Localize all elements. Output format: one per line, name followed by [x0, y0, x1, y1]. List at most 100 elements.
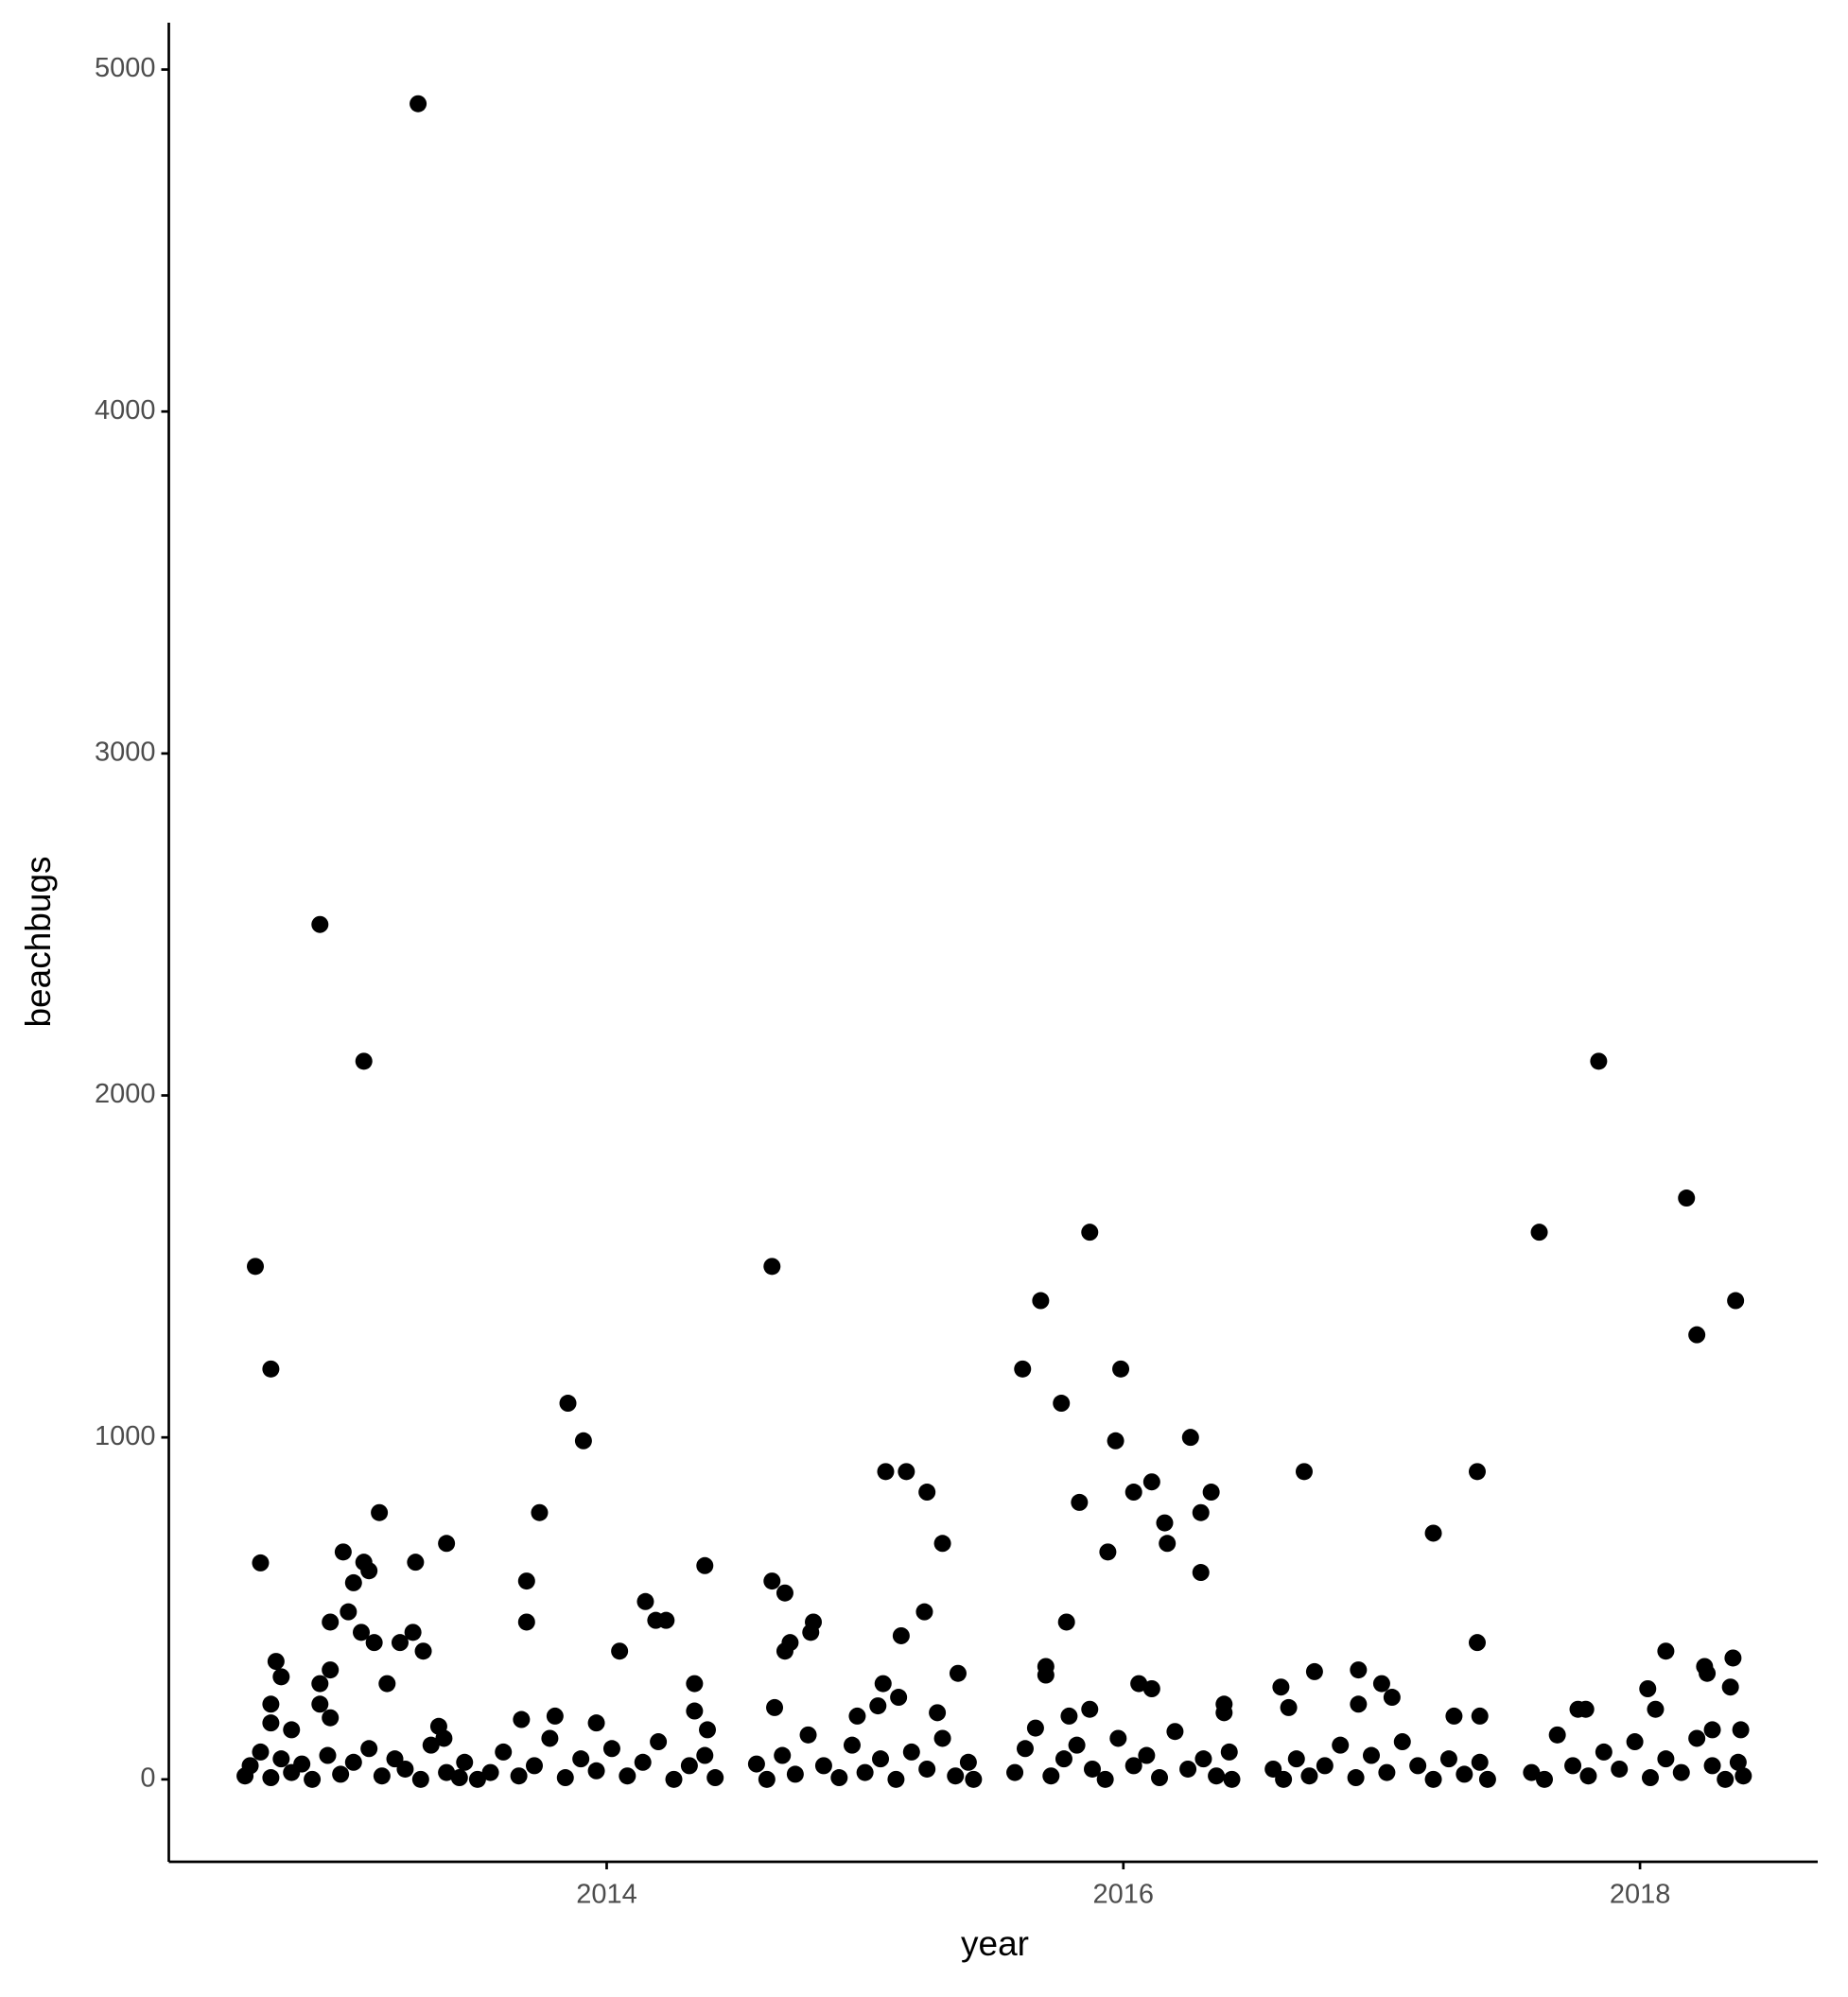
point	[619, 1767, 636, 1785]
point	[1688, 1326, 1706, 1344]
point	[872, 1750, 890, 1768]
point	[814, 1757, 832, 1775]
point	[1372, 1675, 1390, 1693]
point	[786, 1765, 804, 1783]
point	[1124, 1757, 1142, 1775]
x-tick-label: 2016	[1093, 1880, 1155, 1910]
point	[438, 1535, 456, 1553]
point	[1300, 1767, 1318, 1785]
point	[1316, 1757, 1334, 1775]
point	[1142, 1473, 1160, 1491]
point	[1721, 1678, 1739, 1696]
point	[311, 915, 329, 933]
point	[319, 1746, 337, 1764]
point	[1042, 1767, 1060, 1785]
point	[1138, 1746, 1156, 1764]
point	[332, 1765, 350, 1783]
point	[933, 1535, 951, 1553]
point	[1179, 1760, 1197, 1778]
point	[1579, 1767, 1597, 1785]
point	[965, 1770, 983, 1788]
y-tick-label: 5000	[95, 53, 156, 83]
point	[252, 1743, 270, 1761]
point	[513, 1710, 531, 1728]
point	[1071, 1493, 1089, 1511]
point	[386, 1750, 404, 1768]
point	[1220, 1743, 1238, 1761]
point	[1272, 1678, 1290, 1696]
y-tick-label: 1000	[95, 1421, 156, 1451]
point	[933, 1729, 951, 1747]
point	[456, 1753, 474, 1771]
point	[1471, 1707, 1489, 1725]
point	[1107, 1432, 1124, 1450]
point	[898, 1463, 915, 1481]
point	[1595, 1743, 1613, 1761]
point	[686, 1702, 704, 1720]
point	[929, 1704, 947, 1722]
point	[322, 1709, 340, 1727]
point	[1014, 1360, 1032, 1378]
point	[1037, 1666, 1055, 1684]
point	[396, 1760, 414, 1778]
point	[252, 1554, 270, 1572]
point	[1006, 1763, 1024, 1781]
point	[541, 1729, 559, 1747]
point	[373, 1767, 391, 1785]
point	[1208, 1767, 1226, 1785]
point	[763, 1572, 781, 1590]
point	[262, 1695, 280, 1713]
point	[435, 1729, 453, 1747]
point	[1378, 1763, 1396, 1781]
point	[262, 1360, 280, 1378]
point	[856, 1763, 874, 1781]
point	[1295, 1463, 1313, 1481]
point	[1478, 1770, 1496, 1788]
point	[1081, 1224, 1099, 1242]
point	[959, 1753, 977, 1771]
point	[869, 1697, 887, 1715]
point	[1735, 1767, 1752, 1785]
point	[902, 1743, 920, 1761]
point	[334, 1543, 352, 1561]
point	[848, 1707, 866, 1725]
point	[657, 1611, 675, 1629]
point	[1729, 1753, 1747, 1771]
point	[1688, 1729, 1706, 1747]
point	[1142, 1680, 1160, 1698]
point	[1124, 1484, 1142, 1502]
point	[699, 1721, 717, 1739]
point	[1703, 1757, 1721, 1775]
point	[602, 1740, 620, 1758]
point	[414, 1642, 432, 1660]
point	[650, 1733, 668, 1751]
point	[1468, 1634, 1486, 1652]
point	[949, 1664, 967, 1682]
point	[1530, 1224, 1548, 1242]
x-axis-title: year	[961, 1924, 1029, 1963]
point	[340, 1603, 357, 1621]
point	[360, 1562, 378, 1580]
point	[355, 1052, 373, 1070]
point	[546, 1707, 564, 1725]
point	[1471, 1753, 1489, 1771]
point	[1699, 1664, 1717, 1682]
point	[706, 1769, 724, 1787]
point	[556, 1769, 574, 1787]
point	[391, 1634, 409, 1652]
point	[304, 1770, 322, 1788]
point	[531, 1503, 549, 1521]
point	[322, 1613, 340, 1631]
point	[1156, 1514, 1174, 1532]
point	[802, 1624, 820, 1641]
point	[322, 1661, 340, 1679]
point	[378, 1675, 396, 1693]
point	[1363, 1746, 1381, 1764]
point	[1536, 1770, 1554, 1788]
point	[1057, 1613, 1075, 1631]
point	[1727, 1292, 1745, 1310]
point	[1672, 1763, 1690, 1781]
point	[774, 1746, 792, 1764]
